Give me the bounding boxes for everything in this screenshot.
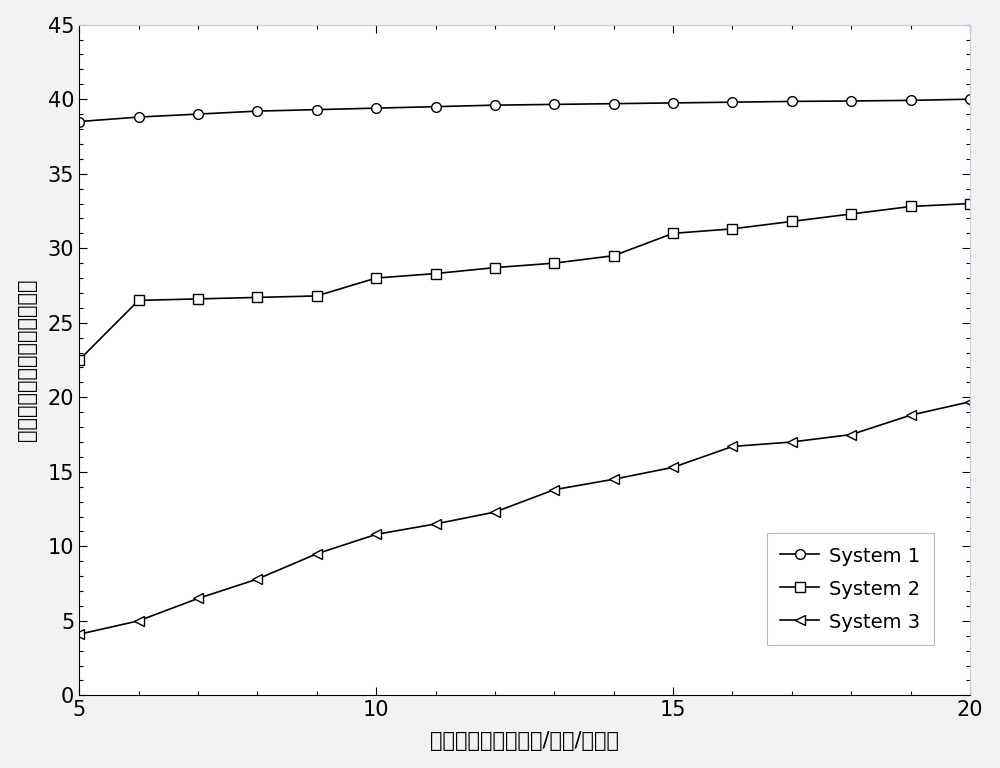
Line: System 1: System 1 [74, 94, 975, 127]
System 1 [73, 117, 85, 126]
System 1 [608, 99, 620, 108]
X-axis label: 分组到达速率（包数/时隙/用户）: 分组到达速率（包数/时隙/用户） [430, 731, 619, 751]
Y-axis label: 实时用户的平均时延（毫秒）: 实时用户的平均时延（毫秒） [17, 279, 37, 442]
System 3 [905, 411, 917, 420]
System 3 [608, 475, 620, 484]
System 3 [845, 430, 857, 439]
System 1 [905, 96, 917, 105]
System 3 [964, 397, 976, 406]
System 3 [192, 594, 204, 603]
System 2 [192, 294, 204, 303]
System 2 [133, 296, 145, 305]
Legend: System 1, System 2, System 3: System 1, System 2, System 3 [767, 533, 934, 645]
System 2 [73, 356, 85, 365]
Line: System 3: System 3 [74, 397, 975, 639]
System 3 [430, 519, 442, 528]
System 1 [192, 110, 204, 119]
System 1 [489, 101, 501, 110]
System 3 [311, 549, 323, 558]
System 2 [964, 199, 976, 208]
System 2 [845, 210, 857, 219]
System 1 [430, 102, 442, 111]
System 1 [726, 98, 738, 107]
System 1 [311, 105, 323, 114]
System 2 [667, 229, 679, 238]
System 1 [845, 96, 857, 105]
System 3 [133, 616, 145, 625]
System 1 [786, 97, 798, 106]
System 2 [370, 273, 382, 283]
System 3 [73, 630, 85, 639]
System 3 [726, 442, 738, 451]
System 2 [905, 202, 917, 211]
System 3 [489, 508, 501, 517]
System 2 [726, 224, 738, 233]
System 1 [370, 104, 382, 113]
System 2 [251, 293, 263, 302]
System 3 [251, 574, 263, 584]
System 1 [667, 98, 679, 108]
System 2 [489, 263, 501, 272]
System 1 [964, 94, 976, 104]
System 3 [786, 438, 798, 447]
System 1 [133, 112, 145, 121]
System 2 [608, 251, 620, 260]
System 1 [251, 107, 263, 116]
System 2 [430, 269, 442, 278]
System 2 [311, 291, 323, 300]
Line: System 2: System 2 [74, 199, 975, 365]
System 3 [667, 462, 679, 472]
System 1 [548, 100, 560, 109]
System 2 [786, 217, 798, 226]
System 3 [548, 485, 560, 495]
System 3 [370, 530, 382, 539]
System 2 [548, 259, 560, 268]
